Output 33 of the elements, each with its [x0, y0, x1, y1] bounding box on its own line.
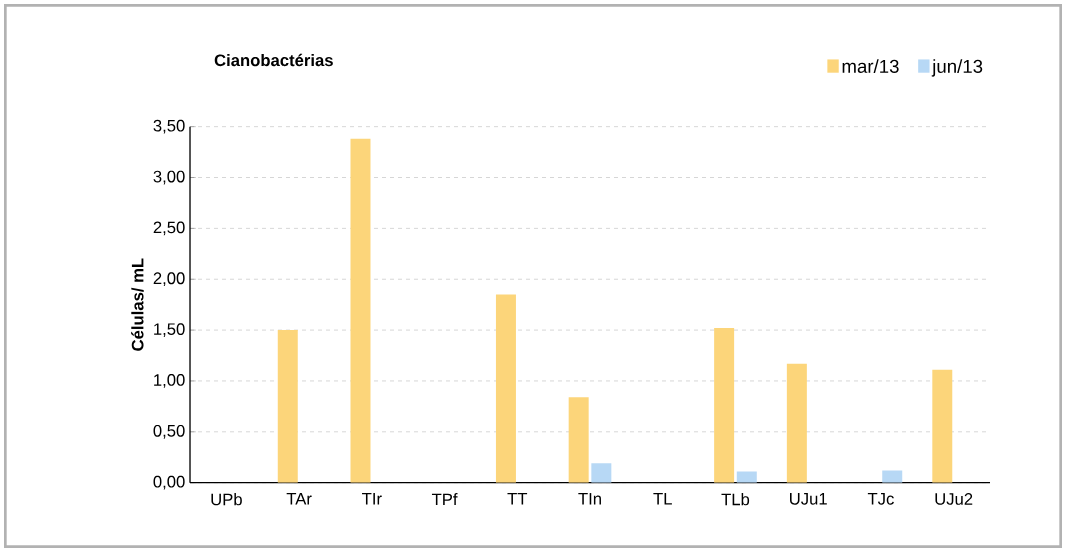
bar: [932, 369, 953, 483]
bar: [736, 471, 757, 483]
bar: [277, 330, 298, 483]
x-tick-label: TL: [653, 493, 672, 505]
y-tick-label: 2,00: [153, 272, 185, 287]
legend-label: mar/13: [842, 59, 899, 73]
bar: [350, 138, 371, 483]
y-axis-title: Células/ mL: [131, 258, 144, 351]
bar: [591, 463, 612, 483]
x-tick-label: TT: [507, 493, 528, 505]
x-tick-label: TLb: [721, 493, 750, 506]
bar: [786, 363, 807, 483]
y-tick-label: 1,00: [154, 374, 185, 388]
legend-label: jun/13: [931, 59, 983, 77]
x-tick-label: TIn: [578, 493, 601, 505]
bar: [495, 294, 516, 483]
y-tick-label: 3,00: [153, 170, 185, 185]
y-tick-label: 0,50: [153, 424, 185, 439]
x-tick-label: TAr: [286, 493, 312, 505]
x-tick-label: TIr: [362, 493, 382, 505]
y-tick-label: 2,50: [153, 221, 185, 236]
y-tick-label: 1,50: [154, 323, 185, 337]
chart-title: Cianobactérias: [214, 53, 333, 67]
x-tick-label: UJu1: [790, 493, 827, 505]
bar: [882, 470, 903, 483]
y-tick-label: 0,00: [153, 475, 185, 490]
y-tick-label: 3,50: [153, 119, 185, 134]
bar: [568, 397, 589, 483]
x-tick-label: UJu2: [935, 493, 973, 505]
x-tick-label: UPb: [211, 493, 242, 506]
bar: [714, 328, 735, 483]
x-tick-label: TJc: [867, 493, 894, 505]
x-tick-label: TPf: [431, 493, 458, 506]
